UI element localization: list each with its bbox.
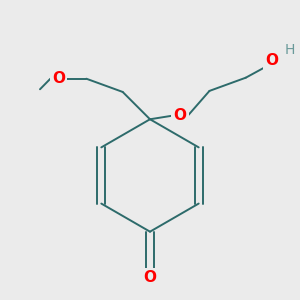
Text: O: O (173, 108, 186, 123)
Text: O: O (52, 71, 65, 86)
Text: H: H (284, 43, 295, 57)
Text: O: O (143, 270, 157, 285)
Text: O: O (266, 52, 279, 68)
